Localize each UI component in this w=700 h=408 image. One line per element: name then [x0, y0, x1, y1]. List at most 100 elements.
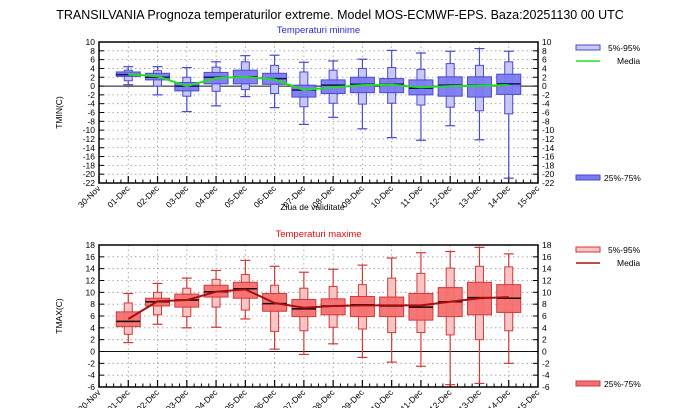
box-11-Dec [408, 252, 434, 367]
x-tick-label: 07-Dec [281, 387, 308, 408]
y-tick-label-left: 8 [90, 299, 95, 309]
box-04-Dec [203, 269, 229, 328]
y-tick-label-right: 4 [542, 323, 547, 333]
x-tick-label: 03-Dec [164, 387, 191, 408]
y-tick-label-right: 6 [542, 311, 547, 321]
y-tick-label-right: -4 [542, 370, 550, 380]
y-tick-label-left: 14 [86, 264, 96, 274]
y-tick-label-right: 8 [542, 46, 547, 56]
legend-swatch-25-75 [575, 174, 601, 181]
x-tick-label: 04-Dec [193, 387, 220, 408]
y-tick-label-left: 8 [90, 46, 95, 56]
y-tick-label-right: 10 [542, 287, 552, 297]
box-10-Dec [379, 257, 405, 363]
box-09-Dec [349, 264, 375, 359]
box-07-Dec [291, 271, 317, 356]
x-tick-label: 05-Dec [222, 387, 249, 408]
box-11-Dec [408, 52, 434, 141]
y-tick-label-right: 16 [542, 252, 552, 262]
y-tick-label-left: -10 [83, 125, 96, 135]
x-tick-label: 15-Dec [515, 387, 542, 408]
y-tick-label-right: -14 [542, 143, 555, 153]
box-02-Dec [145, 282, 171, 325]
x-tick-label: 06-Dec [252, 387, 279, 408]
y-tick-label-right: -6 [542, 382, 550, 392]
legend-label-mean: Media [617, 56, 640, 66]
box-10-Dec [379, 49, 405, 139]
y-tick-label-right: 8 [542, 299, 547, 309]
panel-title: Temperaturi minime [277, 25, 360, 36]
y-tick-label-right: -2 [542, 358, 550, 368]
y-tick-label-right: 2 [542, 72, 547, 82]
legend-label-25-75: 25%-75% [604, 379, 641, 389]
box-14-Dec [496, 253, 522, 364]
y-tick-label-right: -16 [542, 152, 555, 162]
y-axis-label: TMAX(C) [54, 298, 64, 334]
y-tick-label-right: 18 [542, 240, 552, 250]
y-tick-label-left: -18 [83, 160, 96, 170]
x-tick-label: 11-Dec [398, 183, 425, 210]
y-tick-label-right: 14 [542, 264, 552, 274]
y-tick-label-right: -20 [542, 169, 555, 179]
x-tick-label: 05-Dec [222, 183, 249, 210]
legend-label-5-95: 5%-95% [608, 43, 641, 53]
y-tick-label-left: 12 [86, 276, 96, 286]
y-tick-label-left: -4 [87, 99, 95, 109]
y-tick-label-left: -16 [83, 152, 96, 162]
y-tick-label-right: -6 [542, 108, 550, 118]
x-tick-label: 06-Dec [252, 183, 279, 210]
y-tick-label-right: 2 [542, 335, 547, 345]
x-tick-label: 14-Dec [486, 183, 513, 210]
box-06-Dec [262, 265, 288, 350]
box-03-Dec [174, 66, 200, 113]
x-tick-label: 02-Dec [134, 183, 161, 210]
x-tick-label: 02-Dec [134, 387, 161, 408]
x-tick-label: 14-Dec [486, 387, 513, 408]
legend-swatch-5-95 [575, 246, 601, 253]
y-tick-label-right: 0 [542, 347, 547, 357]
x-tick-label: 13-Dec [456, 183, 483, 210]
box-02-Dec [145, 66, 171, 96]
box-25-75 [466, 76, 492, 98]
legend-label-25-75: 25%-75% [604, 173, 641, 183]
y-tick-label-right: -18 [542, 160, 555, 170]
x-tick-label: 13-Dec [456, 387, 483, 408]
tmin-panel: Temperaturi minime-22 -22-20 -20-18 -18-16-… [54, 25, 641, 212]
y-tick-label-right: -10 [542, 125, 555, 135]
x-tick-label: 11-Dec [398, 387, 425, 408]
y-tick-label-left: 16 [86, 252, 96, 262]
box-25-75 [349, 295, 375, 318]
y-tick-label-left: -2 [87, 358, 95, 368]
mean-line [127, 288, 509, 320]
y-tick-label-left: -2 [87, 90, 95, 100]
box-25-75 [291, 84, 317, 98]
y-tick-label-right: 6 [542, 55, 547, 65]
panel-title: Temperaturi maxime [275, 229, 361, 240]
y-tick-label-right: 12 [542, 276, 552, 286]
plot-frame [98, 41, 539, 184]
y-tick-label-left: -8 [87, 116, 95, 126]
y-tick-label-left: -14 [83, 143, 96, 153]
y-tick-label-left: 2 [90, 335, 95, 345]
x-tick-label: 15-Dec [515, 183, 542, 210]
box-03-Dec [174, 277, 200, 329]
box-12-Dec [437, 250, 463, 386]
x-tick-label: 10-Dec [369, 183, 396, 210]
y-tick-label-right: -8 [542, 116, 550, 126]
x-tick-label: 03-Dec [164, 183, 191, 210]
box-13-Dec [466, 246, 492, 385]
x-tick-label: 12-Dec [427, 387, 454, 408]
y-tick-label-left: 2 [90, 72, 95, 82]
y-tick-label-left: -6 [87, 382, 95, 392]
y-tick-label-left: 6 [90, 55, 95, 65]
y-tick-label-left: -6 [87, 108, 95, 118]
y-tick-label-left: 18 [86, 240, 96, 250]
y-tick-label-right: 4 [542, 63, 547, 73]
box-25-75 [379, 296, 405, 318]
y-tick-label-left: 4 [90, 63, 95, 73]
y-tick-label-left: 10 [86, 287, 96, 297]
x-tick-label: 10-Dec [369, 387, 396, 408]
box-14-Dec [496, 50, 522, 179]
x-tick-label: 01-Dec [105, 183, 132, 210]
box-07-Dec [291, 61, 317, 125]
